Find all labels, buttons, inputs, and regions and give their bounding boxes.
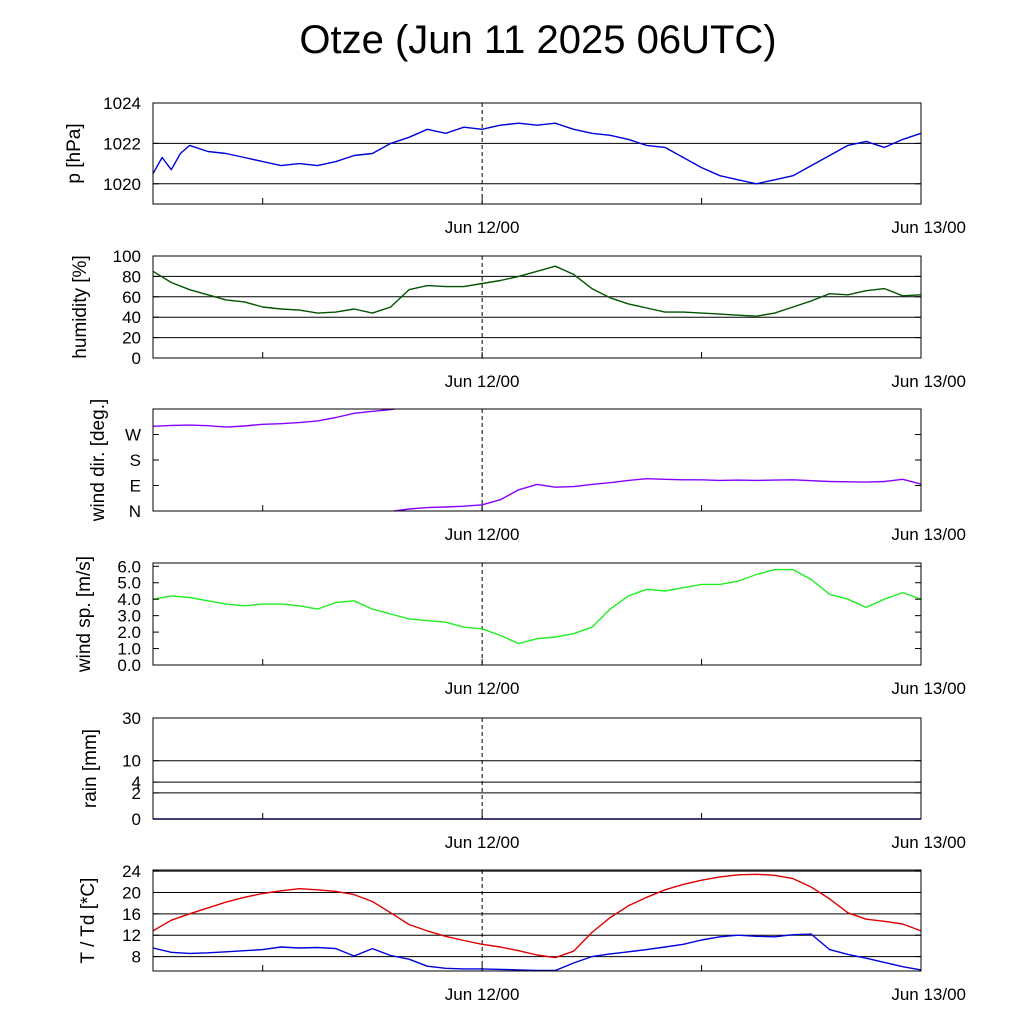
panel-6: 8 12 16 20 24 Jun 12/00 Jun 13/00 T / Td [*C] — [78, 862, 966, 1004]
y-tick-label: 16 — [122, 905, 141, 924]
series-line-1 — [152, 873, 922, 959]
y-tick-label: S — [130, 451, 141, 470]
panel-frame — [152, 102, 922, 205]
y-tick-label: 0.0 — [117, 656, 141, 675]
y-tick-label: W — [125, 426, 141, 445]
y-axis-label: humidity [%] — [70, 255, 91, 358]
y-tick-label: 40 — [122, 308, 141, 327]
panel-frame — [152, 717, 922, 820]
series-line-1 — [152, 568, 922, 645]
y-tick-label: 12 — [122, 926, 141, 945]
x-tick-label: Jun 12/00 — [445, 372, 520, 391]
x-tick-label: Jun 13/00 — [891, 525, 966, 544]
y-axis-label: T / Td [*C] — [78, 878, 99, 964]
y-tick-label: 0 — [132, 810, 141, 829]
x-tick-label: Jun 12/00 — [445, 985, 520, 1004]
panel-frame — [152, 255, 922, 359]
y-axis-label: wind sp. [m/s] — [74, 556, 95, 673]
y-tick-label: 0 — [132, 349, 141, 368]
panel-4: 0.01.02.03.04.05.06.0 Jun 12/00 Jun 13/00 w… — [74, 556, 966, 698]
y-tick-label: 8 — [132, 948, 141, 967]
x-tick-label: Jun 13/00 — [891, 218, 966, 237]
y-axis-label: p [hPa] — [64, 123, 85, 183]
y-tick-label: 2 — [132, 784, 141, 803]
y-tick-label: 20 — [122, 329, 141, 348]
y-tick-label: 6.0 — [117, 557, 141, 576]
series-line-1 — [152, 122, 922, 185]
x-tick-label: Jun 13/00 — [891, 833, 966, 852]
x-tick-label: Jun 13/00 — [891, 679, 966, 698]
y-tick-label: 1024 — [103, 94, 141, 113]
x-tick-label: Jun 12/00 — [445, 218, 520, 237]
y-tick-label: 30 — [122, 709, 141, 728]
x-tick-label: Jun 12/00 — [445, 833, 520, 852]
panel-5: 0 24 10 30 Jun 12/00 Jun 13/00 rain [mm] — [80, 709, 966, 852]
x-tick-label: Jun 12/00 — [445, 679, 520, 698]
y-tick-label: 2.0 — [117, 623, 141, 642]
x-tick-label: Jun 13/00 — [891, 985, 966, 1004]
y-axis-label: rain [mm] — [80, 729, 101, 808]
chart-title: Otze (Jun 11 2025 06UTC) — [299, 18, 777, 62]
y-tick-label: 100 — [113, 247, 141, 266]
panel-frame — [152, 562, 922, 666]
y-tick-label: 60 — [122, 288, 141, 307]
x-tick-label: Jun 12/00 — [445, 525, 520, 544]
y-tick-label: 4 — [132, 773, 141, 792]
y-tick-label: 3.0 — [117, 607, 141, 626]
series-line-2 — [152, 933, 922, 972]
y-axis-label: wind dir. [deg.] — [88, 399, 109, 523]
y-tick-label: 5.0 — [117, 574, 141, 593]
series-line-1 — [152, 408, 922, 512]
panel-1: 1020 1022 1024 Jun 12/00 Jun 13/00 p [hPa] — [64, 94, 966, 237]
y-tick-label: N — [129, 502, 141, 521]
y-tick-label: 4.0 — [117, 590, 141, 609]
y-tick-label: 1.0 — [117, 640, 141, 659]
x-tick-label: Jun 13/00 — [891, 372, 966, 391]
y-tick-label: 10 — [122, 752, 141, 771]
y-tick-label: 24 — [122, 862, 141, 881]
series-line-1 — [152, 265, 922, 317]
y-tick-label: 1022 — [103, 134, 141, 153]
y-tick-label: 20 — [122, 883, 141, 902]
y-tick-label: 1020 — [103, 175, 141, 194]
y-tick-label: 80 — [122, 267, 141, 286]
panel-frame — [152, 869, 922, 972]
y-tick-label: E — [130, 477, 141, 496]
